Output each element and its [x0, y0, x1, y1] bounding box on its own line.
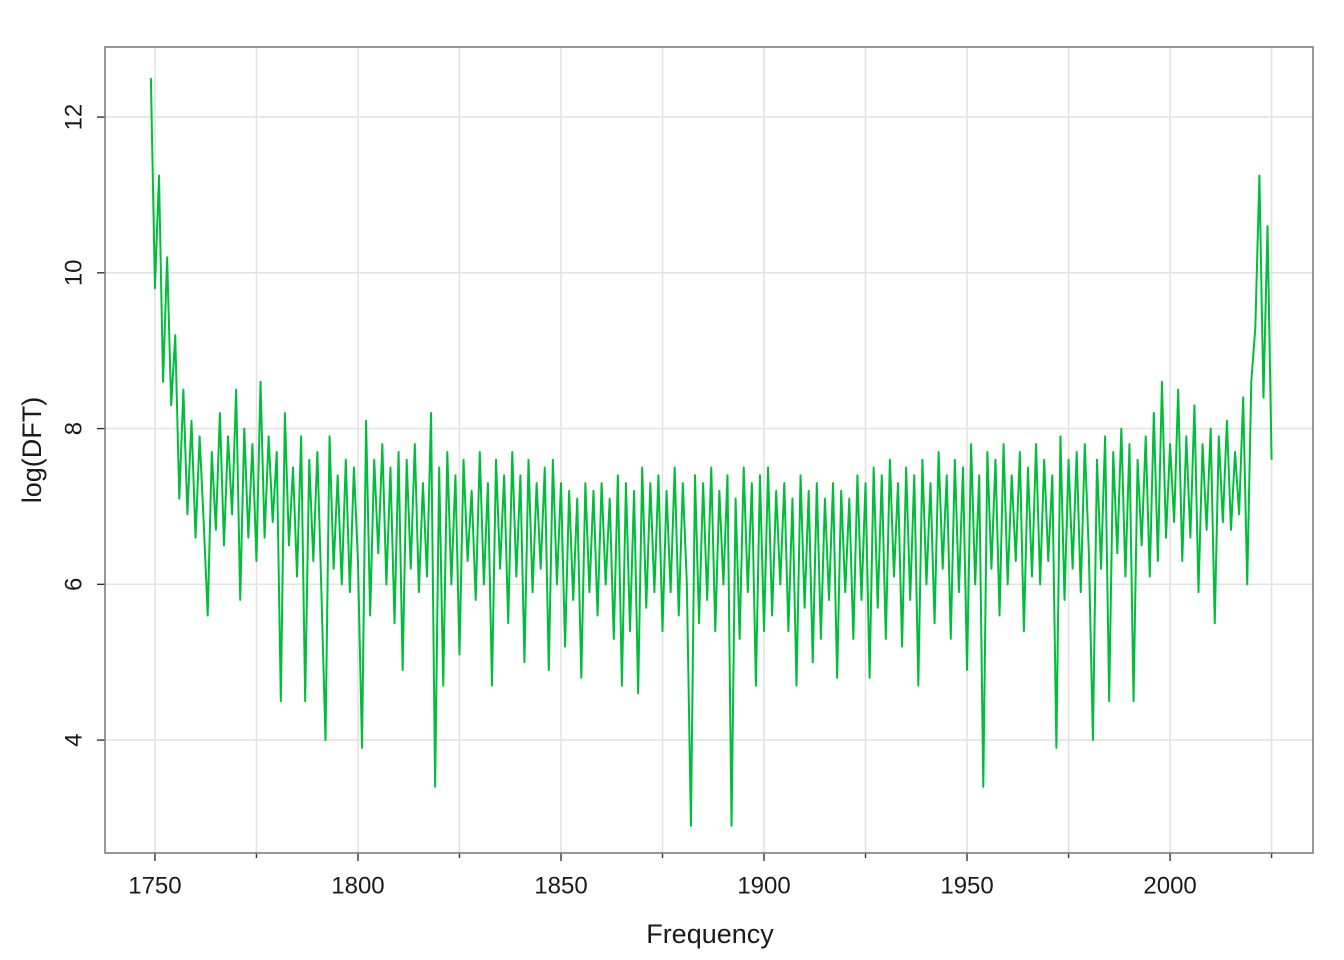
y-tick-label: 8 — [60, 422, 87, 435]
x-tick-label: 1850 — [534, 872, 587, 899]
x-tick-label: 1800 — [331, 872, 384, 899]
x-tick-label: 1750 — [128, 872, 181, 899]
x-tick-label: 1950 — [940, 872, 993, 899]
y-tick-label: 10 — [60, 259, 87, 286]
x-axis-title: Frequency — [646, 919, 774, 949]
plot-frame — [104, 46, 1314, 854]
y-tick-label: 4 — [60, 733, 87, 746]
y-axis-title: log(DFT) — [17, 397, 47, 504]
data-line — [149, 78, 1273, 827]
y-tick-label: 12 — [60, 104, 87, 131]
y-tick-label: 6 — [60, 578, 87, 591]
x-tick-label: 2000 — [1143, 872, 1196, 899]
x-tick-label: 1900 — [737, 872, 790, 899]
